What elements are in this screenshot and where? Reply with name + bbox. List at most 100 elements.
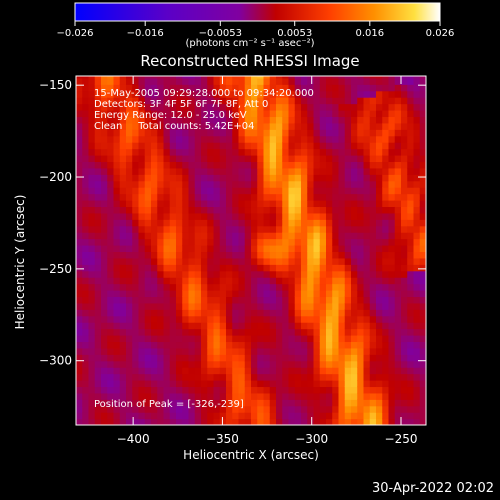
heatmap-cell xyxy=(207,225,215,233)
heatmap-cell xyxy=(407,206,415,214)
heatmap-cell xyxy=(101,315,108,323)
heatmap-cell xyxy=(144,161,152,169)
heatmap-cell xyxy=(138,212,146,220)
heatmap-cell xyxy=(382,135,390,143)
heatmap-cell xyxy=(207,296,215,304)
heatmap-cell xyxy=(163,354,171,362)
heatmap-cell xyxy=(276,76,283,79)
heatmap-cell xyxy=(263,167,271,175)
heatmap-cell xyxy=(138,367,146,375)
heatmap-cell xyxy=(238,193,246,201)
plot-frame xyxy=(75,75,427,426)
heatmap-cell xyxy=(257,199,265,208)
heatmap-cell xyxy=(132,174,140,182)
heatmap-cell xyxy=(257,309,265,317)
heatmap-cell xyxy=(132,322,140,330)
heatmap-cell xyxy=(332,244,340,253)
heatmap-cell xyxy=(219,257,227,265)
heatmap-cell xyxy=(88,315,96,323)
heatmap-cell xyxy=(94,129,102,137)
heatmap-cell xyxy=(251,135,258,143)
heatmap-cell xyxy=(357,322,365,330)
heatmap-cell xyxy=(151,180,158,188)
heatmap-cell xyxy=(407,225,415,233)
heatmap-cell xyxy=(101,386,108,394)
annotation-detectors: Detectors: 3F 4F 5F 6F 7F 8F, Att 0 xyxy=(94,99,268,110)
heatmap-cell xyxy=(163,341,171,349)
heatmap-cell xyxy=(301,84,308,92)
heatmap-cell xyxy=(357,77,365,85)
heatmap-cell xyxy=(382,392,390,400)
heatmap-cell xyxy=(119,412,127,420)
heatmap-cell xyxy=(401,142,408,150)
heatmap-cell xyxy=(113,296,121,304)
heatmap-cell xyxy=(157,322,165,330)
heatmap-cell xyxy=(144,347,152,355)
heatmap-cell xyxy=(263,148,271,156)
heatmap-cell xyxy=(232,116,240,124)
heatmap-cell xyxy=(288,116,296,124)
heatmap-cell xyxy=(138,283,146,291)
heatmap-cell xyxy=(182,180,190,188)
heatmap-cell xyxy=(276,328,283,336)
heatmap-cell xyxy=(194,212,202,220)
heatmap-cell xyxy=(288,367,296,375)
heatmap-cell xyxy=(194,379,202,388)
heatmap-cell xyxy=(382,219,390,227)
heatmap-cell xyxy=(144,354,152,362)
heatmap-cell xyxy=(132,154,140,163)
heatmap-cell xyxy=(276,334,283,343)
heatmap-cell xyxy=(269,187,277,195)
heatmap-cell xyxy=(126,360,133,368)
heatmap-cell xyxy=(226,84,233,92)
heatmap-cell xyxy=(313,302,321,310)
heatmap-cell xyxy=(338,199,346,208)
heatmap-cell xyxy=(94,187,102,195)
heatmap-cell xyxy=(157,386,165,394)
heatmap-cell xyxy=(232,296,240,304)
heatmap-cell xyxy=(344,244,352,253)
heatmap-cell xyxy=(213,251,221,259)
heatmap-cell xyxy=(413,103,421,111)
heatmap-cell xyxy=(363,180,371,188)
heatmap-cell xyxy=(376,142,383,150)
heatmap-cell xyxy=(388,148,396,156)
heatmap-cell xyxy=(201,309,208,317)
heatmap-cell xyxy=(169,379,177,388)
heatmap-cell xyxy=(276,270,283,278)
heatmap-cell xyxy=(376,296,383,304)
heatmap-cell xyxy=(407,122,415,130)
heatmap-cell xyxy=(244,135,252,143)
heatmap-cell xyxy=(376,77,383,85)
heatmap-cell xyxy=(188,90,196,98)
heatmap-cell xyxy=(332,251,340,259)
heatmap-cell xyxy=(251,257,258,265)
heatmap-cell xyxy=(88,418,96,425)
heatmap-cell xyxy=(251,283,258,291)
y-axis-label: Heliocentric Y (arcsec) xyxy=(13,195,27,330)
heatmap-cell xyxy=(76,334,83,343)
heatmap-cell xyxy=(282,418,290,425)
heatmap-cell xyxy=(382,405,390,413)
heatmap-cell xyxy=(326,76,333,79)
heatmap-cell xyxy=(401,206,408,214)
heatmap-cell xyxy=(207,379,215,388)
heatmap-cell xyxy=(319,180,327,188)
heatmap-cell xyxy=(269,154,277,163)
heatmap-cell xyxy=(238,296,246,304)
heatmap-cell xyxy=(82,232,90,240)
heatmap-cell xyxy=(176,193,183,201)
heatmap-cell xyxy=(401,386,408,394)
heatmap-cell xyxy=(226,109,233,118)
heatmap-cell xyxy=(319,341,327,349)
heatmap-cell xyxy=(88,257,96,265)
heatmap-cell xyxy=(94,270,102,278)
heatmap-cell xyxy=(363,386,371,394)
heatmap-cell xyxy=(132,302,140,310)
heatmap-cell xyxy=(382,257,390,265)
heatmap-cell xyxy=(382,199,390,208)
heatmap-cell xyxy=(201,328,208,336)
heatmap-cell xyxy=(126,225,133,233)
heatmap-cell xyxy=(238,277,246,285)
heatmap-cell xyxy=(294,206,302,214)
